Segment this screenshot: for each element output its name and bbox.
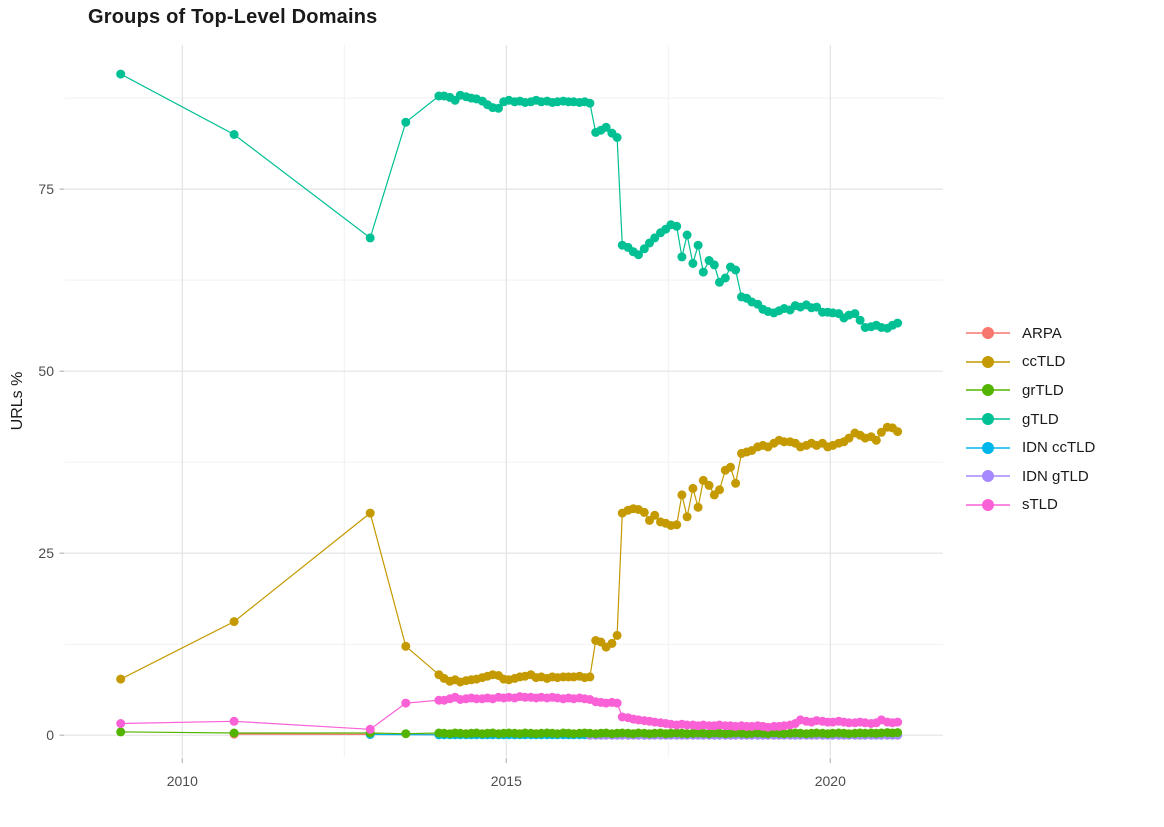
- data-point: [709, 260, 719, 270]
- data-point: [876, 427, 886, 437]
- data-point: [116, 674, 126, 684]
- data-point: [116, 727, 126, 737]
- legend-label: gTLD: [1022, 410, 1059, 428]
- y-tick-label: 50: [38, 363, 54, 379]
- data-point: [401, 641, 411, 651]
- data-point: [612, 133, 622, 142]
- data-point: [704, 480, 714, 490]
- legend-item-grtld: grTLD: [966, 376, 1095, 405]
- series-points-cctld: [116, 422, 903, 687]
- legend-label: sTLD: [1022, 496, 1058, 514]
- data-point: [612, 698, 622, 708]
- y-tick-label: 25: [38, 545, 54, 561]
- data-point: [229, 716, 239, 726]
- data-point: [693, 240, 703, 250]
- data-point: [812, 302, 822, 312]
- legend-key-icon: [966, 355, 1010, 369]
- data-point: [698, 267, 708, 277]
- data-point: [365, 233, 375, 243]
- data-point: [715, 485, 724, 495]
- data-point: [229, 617, 239, 627]
- data-point: [365, 724, 375, 734]
- legend-key-icon: [966, 412, 1010, 426]
- legend-label: ccTLD: [1022, 353, 1066, 371]
- data-point: [844, 433, 854, 443]
- data-point: [116, 69, 126, 79]
- data-point: [731, 265, 741, 275]
- data-point: [401, 729, 411, 739]
- legend-item-idn-gtld: IDN gTLD: [966, 462, 1095, 491]
- data-point: [677, 490, 687, 500]
- data-point: [607, 638, 617, 648]
- series-points-grtld: [116, 727, 903, 739]
- data-point: [365, 508, 375, 518]
- data-point: [634, 250, 643, 260]
- legend-key-icon: [966, 469, 1010, 483]
- data-point: [229, 728, 239, 738]
- legend-key-icon: [966, 326, 1010, 340]
- data-point: [639, 507, 649, 517]
- data-point: [585, 672, 595, 682]
- data-point: [650, 233, 660, 243]
- data-point: [494, 103, 503, 113]
- data-point: [871, 435, 881, 445]
- data-point: [893, 717, 903, 727]
- data-point: [229, 130, 239, 139]
- legend-item-gtld: gTLD: [966, 405, 1095, 434]
- data-point: [893, 728, 903, 738]
- data-point: [672, 221, 682, 231]
- data-point: [682, 230, 692, 240]
- legend: ARPA ccTLD grTLD gTLD IDN ccTLD IDN gTLD sTLD: [966, 319, 1095, 519]
- x-tick-label: 2010: [167, 773, 198, 789]
- series-points-gtld: [116, 69, 903, 333]
- data-point: [639, 244, 649, 254]
- data-point: [682, 512, 692, 522]
- data-point: [731, 478, 741, 488]
- y-tick-label: 75: [38, 181, 54, 197]
- chart-title: Groups of Top-Level Domains: [88, 6, 378, 28]
- data-point: [688, 258, 698, 268]
- legend-label: IDN gTLD: [1022, 467, 1089, 485]
- data-point: [601, 122, 611, 132]
- x-tick-label: 2020: [815, 773, 846, 789]
- legend-item-stld: sTLD: [966, 491, 1095, 520]
- legend-key-icon: [966, 383, 1010, 397]
- data-point: [116, 719, 126, 728]
- x-tick-label: 2015: [491, 773, 522, 789]
- data-point: [672, 520, 682, 530]
- legend-item-idn-cctld: IDN ccTLD: [966, 433, 1095, 462]
- legend-label: IDN ccTLD: [1022, 439, 1096, 457]
- data-point: [401, 117, 411, 127]
- series-line-gtld: [120, 73, 898, 329]
- data-point: [693, 502, 703, 512]
- y-tick-label: 0: [46, 727, 54, 743]
- data-point: [726, 462, 735, 472]
- data-point: [893, 318, 903, 328]
- data-point: [893, 427, 903, 437]
- legend-item-cctld: ccTLD: [966, 348, 1095, 377]
- series-points-stld: [116, 692, 903, 734]
- data-point: [720, 273, 730, 283]
- data-point: [850, 309, 860, 319]
- data-point: [650, 510, 660, 520]
- data-point: [612, 630, 622, 640]
- legend-key-icon: [966, 441, 1010, 455]
- y-axis-label: URLs %: [9, 371, 26, 431]
- legend-label: ARPA: [1022, 324, 1062, 342]
- data-point: [401, 698, 411, 708]
- legend-key-icon: [966, 498, 1010, 512]
- data-point: [585, 98, 595, 108]
- data-point: [677, 252, 687, 262]
- data-point: [855, 315, 865, 325]
- legend-item-arpa: ARPA: [966, 319, 1095, 348]
- legend-label: grTLD: [1022, 381, 1064, 399]
- data-point: [688, 483, 698, 493]
